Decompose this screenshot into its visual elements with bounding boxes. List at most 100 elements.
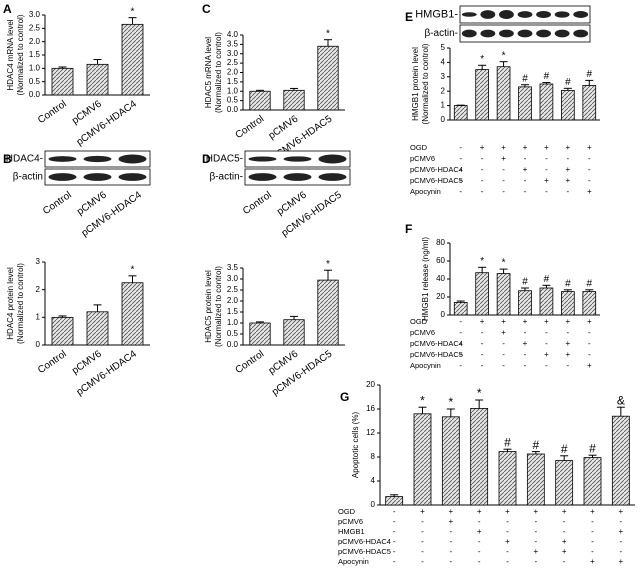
condition-sign: -	[481, 339, 484, 348]
y-tick-label: 0	[36, 340, 41, 349]
y-tick-label: 20	[436, 292, 445, 301]
condition-sign: -	[502, 361, 505, 370]
condition-sign: -	[591, 547, 594, 556]
condition-sign: +	[420, 507, 425, 516]
blot-band	[517, 11, 533, 18]
y-tick-label: 4	[371, 476, 376, 485]
panel-letter: E	[405, 10, 413, 24]
condition-sign: -	[481, 154, 484, 163]
condition-sign: -	[449, 527, 452, 536]
condition-sign: -	[481, 176, 484, 185]
y-axis-label: (Normalized to control)	[16, 263, 25, 344]
blot-band	[536, 29, 551, 38]
y-tick-label: 3	[36, 257, 41, 266]
error-bar	[542, 82, 551, 84]
y-tick-label: 8	[371, 452, 376, 461]
condition-label: pCMV6-HDAC5	[338, 547, 391, 556]
y-tick-label: 0	[371, 500, 376, 509]
bar	[86, 63, 109, 96]
panel-letter: C	[202, 2, 211, 16]
condition-sign: +	[587, 187, 592, 196]
annotation: #	[587, 69, 593, 80]
condition-sign: -	[459, 339, 462, 348]
bar	[121, 23, 144, 96]
blot-band	[83, 155, 112, 163]
error-bar	[58, 66, 67, 69]
y-tick-label: 60	[436, 256, 445, 265]
blot-band	[118, 154, 147, 164]
error-bar	[456, 300, 465, 303]
condition-sign: -	[393, 517, 396, 526]
y-tick-label: 2	[36, 285, 41, 294]
blot-band	[283, 173, 312, 181]
blot-label: β-actin-	[209, 172, 243, 183]
condition-sign: -	[481, 165, 484, 174]
bar	[470, 407, 489, 506]
condition-label: OGD	[410, 143, 428, 152]
error-bar	[475, 399, 484, 409]
condition-sign: +	[566, 317, 571, 326]
error-bar	[290, 87, 298, 91]
condition-sign: +	[477, 527, 482, 536]
y-tick-label: 20	[366, 380, 375, 389]
condition-label: OGD	[338, 507, 356, 516]
bar	[283, 319, 305, 346]
condition-sign: -	[393, 527, 396, 536]
condition-sign: +	[587, 317, 592, 326]
condition-sign: -	[459, 165, 462, 174]
condition-sign: -	[588, 165, 591, 174]
condition-sign: -	[524, 187, 527, 196]
condition-sign: -	[591, 537, 594, 546]
y-tick-label: 1.5	[29, 50, 41, 59]
condition-sign: +	[523, 317, 528, 326]
y-tick-label: 1	[441, 101, 446, 110]
x-tick-label: Control	[234, 114, 267, 142]
blot-label: HMGB1-	[415, 8, 458, 20]
x-tick-label: pCMV6-HDAC5	[270, 348, 334, 398]
annotation: *	[326, 28, 330, 39]
condition-sign: -	[567, 361, 570, 370]
panel-letter: F	[405, 222, 412, 236]
condition-sign: -	[459, 317, 462, 326]
condition-sign: -	[545, 165, 548, 174]
error-bar	[499, 61, 508, 67]
condition-sign: -	[449, 547, 452, 556]
annotation: #	[544, 274, 550, 285]
annotation: *	[326, 259, 330, 270]
condition-sign: -	[481, 361, 484, 370]
y-axis-label: HDAC4 protein level	[6, 267, 15, 340]
blot-band	[118, 173, 147, 181]
annotation: #	[504, 435, 511, 449]
y-tick-label: 0	[441, 115, 446, 124]
annotation: *	[502, 50, 506, 61]
bar	[582, 85, 597, 121]
y-axis-label: (Normalized to control)	[214, 32, 223, 113]
condition-sign: -	[506, 557, 509, 566]
condition-label: pCMV6	[410, 328, 435, 337]
condition-label: pCMV6	[410, 154, 435, 163]
y-tick-label: 2	[441, 86, 446, 95]
bar	[498, 451, 517, 506]
error-bar	[58, 315, 67, 318]
condition-sign: -	[449, 557, 452, 566]
error-bar	[418, 406, 427, 414]
condition-sign: +	[562, 547, 567, 556]
condition-sign: -	[545, 328, 548, 337]
y-tick-label: 1.5	[227, 307, 239, 316]
condition-sign: +	[533, 547, 538, 556]
condition-sign: -	[591, 527, 594, 536]
annotation: *	[502, 258, 506, 269]
condition-label: Apocynin	[410, 187, 441, 196]
y-axis-label: HDAC4 mRNA level	[6, 19, 15, 90]
y-tick-label: 2.0	[227, 296, 239, 305]
x-tick-label: Control	[36, 99, 69, 127]
condition-sign: +	[544, 350, 549, 359]
annotation: *	[131, 6, 135, 17]
bar	[453, 301, 468, 316]
condition-sign: +	[566, 165, 571, 174]
bar	[441, 416, 460, 506]
condition-sign: -	[481, 187, 484, 196]
blot-band	[461, 12, 477, 17]
condition-sign: +	[562, 537, 567, 546]
y-tick-label: 0.5	[227, 329, 239, 338]
